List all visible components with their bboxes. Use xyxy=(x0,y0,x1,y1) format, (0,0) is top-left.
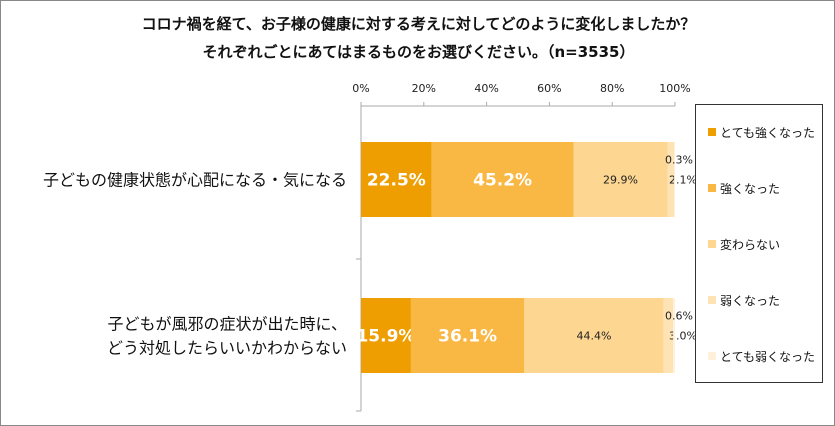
x-tick-label: 60% xyxy=(537,82,561,95)
category-label: 子どもが風邪の症状が出た時に、 xyxy=(107,315,347,334)
legend-label: とても弱くなった xyxy=(720,350,815,364)
bar-segment xyxy=(663,298,674,373)
bar-segment xyxy=(524,298,664,373)
x-tick-label: 100% xyxy=(659,82,690,95)
bar-segment xyxy=(573,142,668,217)
chart-title-line1: コロナ禍を経て、お子様の健康に対する考えに対してどのように変化しましたか？ xyxy=(141,15,696,33)
bar-segment xyxy=(667,142,675,217)
bar-segment xyxy=(431,142,574,217)
data-label: 36.1% xyxy=(438,327,497,347)
chart-title-line2: それぞれごとにあてはまるものをお選びください。（n=3535） xyxy=(202,43,635,61)
legend-swatch xyxy=(708,128,716,136)
bar-segment xyxy=(673,298,675,373)
category-label: どう対処したらいいかわからない xyxy=(107,339,347,358)
bar-segment xyxy=(361,142,432,217)
data-label: 2.1% xyxy=(669,174,697,187)
legend-swatch xyxy=(708,184,716,192)
x-tick-label: 40% xyxy=(474,82,498,95)
legend-swatch xyxy=(708,296,716,304)
data-label: 22.5% xyxy=(367,171,426,191)
legend-box xyxy=(695,104,823,383)
legend-label: 強くなった xyxy=(720,182,780,196)
category-label: 子どもの健康状態が心配になる・気になる xyxy=(43,171,347,190)
bar-segment xyxy=(361,298,411,373)
data-label: 0.3% xyxy=(665,154,693,167)
legend-label: 変わらない xyxy=(720,237,780,252)
data-label: 15.9% xyxy=(356,327,415,347)
legend-swatch xyxy=(708,352,716,360)
legend-label: とても強くなった xyxy=(720,126,815,140)
data-label: 29.9% xyxy=(603,174,638,187)
x-tick-label: 0% xyxy=(352,82,369,95)
data-label: 0.6% xyxy=(665,310,693,323)
legend-label: 弱くなった xyxy=(720,294,780,308)
legend-swatch xyxy=(708,240,716,248)
x-tick-label: 20% xyxy=(412,82,436,95)
x-tick-label: 80% xyxy=(600,82,624,95)
data-label: 3.0% xyxy=(669,330,697,343)
data-label: 44.4% xyxy=(577,330,612,343)
bar-segment xyxy=(674,142,675,217)
bar-segment xyxy=(410,298,525,373)
data-label: 45.2% xyxy=(473,171,532,191)
